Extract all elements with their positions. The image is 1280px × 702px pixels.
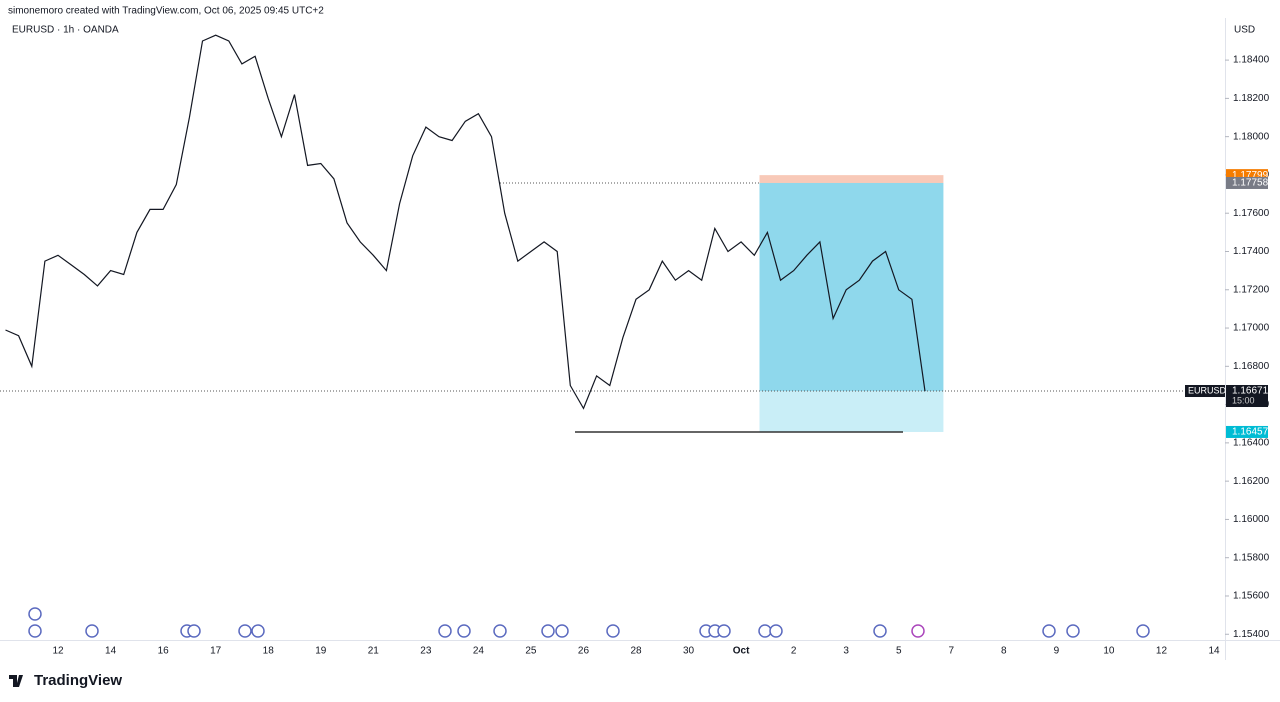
price-line [5,34,926,410]
x-tick-label: 19 [315,646,327,657]
y-tick-label: 1.18000 [1233,131,1270,142]
x-tick-label: 28 [630,646,642,657]
y-tick-label: 1.17400 [1233,246,1270,257]
y-tick-label: 1.17200 [1233,284,1270,295]
x-tick-label: 25 [525,646,537,657]
y-tick-label: 1.16000 [1233,514,1270,525]
brand-logo: TradingView [9,672,122,689]
y-tick-label: 1.15600 [1233,591,1270,602]
currency: USD [1234,25,1255,36]
entry-price-label: 1.17758 [1232,178,1269,189]
x-tick-label: 10 [1103,646,1115,657]
x-tick-label: 17 [210,646,222,657]
symbol-tag-bg [1185,385,1225,398]
x-tick-label: 12 [1156,646,1168,657]
x-tick-label: 14 [1208,646,1220,657]
x-tick-label: 30 [683,646,695,657]
chart-title: EURUSD · 1h · OANDA [12,25,119,36]
x-tick-label: 14 [105,646,117,657]
stop-price-label: 1.17799 [1232,170,1269,181]
y-tick-label: 1.15800 [1233,552,1270,563]
target-price-label-bg [1226,425,1268,438]
event-icons [28,607,1150,638]
x-tick-label: 23 [420,646,432,657]
attribution: simonemoro created with TradingView.com,… [8,6,324,17]
y-tick-label: 1.17600 [1233,208,1270,219]
x-tick-label: 8 [1001,646,1007,657]
x-tick-label: 21 [368,646,380,657]
y-tick-label: 1.17000 [1233,323,1270,334]
x-tick-label: 12 [52,646,64,657]
x-tick-label: 18 [263,646,275,657]
last-price-label: 1.16671 [1232,386,1269,397]
x-tick-label: 2 [791,646,797,657]
stop-zone [759,175,944,183]
entry-price-label-bg [1226,176,1268,189]
x-tick-label: 7 [949,646,955,657]
brand: TradingView [34,672,122,689]
y-tick-label: 1.16800 [1233,361,1270,372]
last-price-bg [1226,385,1268,408]
x-tick-label: 9 [1054,646,1060,657]
x-tick-label: Oct [733,646,750,657]
x-tick-label: 26 [578,646,590,657]
x-tick-label: 5 [896,646,902,657]
x-tick-label: 16 [158,646,170,657]
countdown: 15:00 [1232,395,1255,405]
y-tick-label: 1.18200 [1233,93,1270,104]
y-tick-label: 1.16400 [1233,438,1270,449]
y-tick-label: 1.16200 [1233,476,1270,487]
x-tick-label: 3 [843,646,849,657]
profit-zone [759,182,944,392]
y-tick-label: 1.15400 [1233,629,1270,640]
target-price-label: 1.16457 [1232,427,1269,438]
y-tick-label: 1.18400 [1233,55,1270,66]
target-zone [759,391,944,432]
x-tick-label: 24 [473,646,485,657]
symbol-tag: EURUSD [1188,385,1227,395]
